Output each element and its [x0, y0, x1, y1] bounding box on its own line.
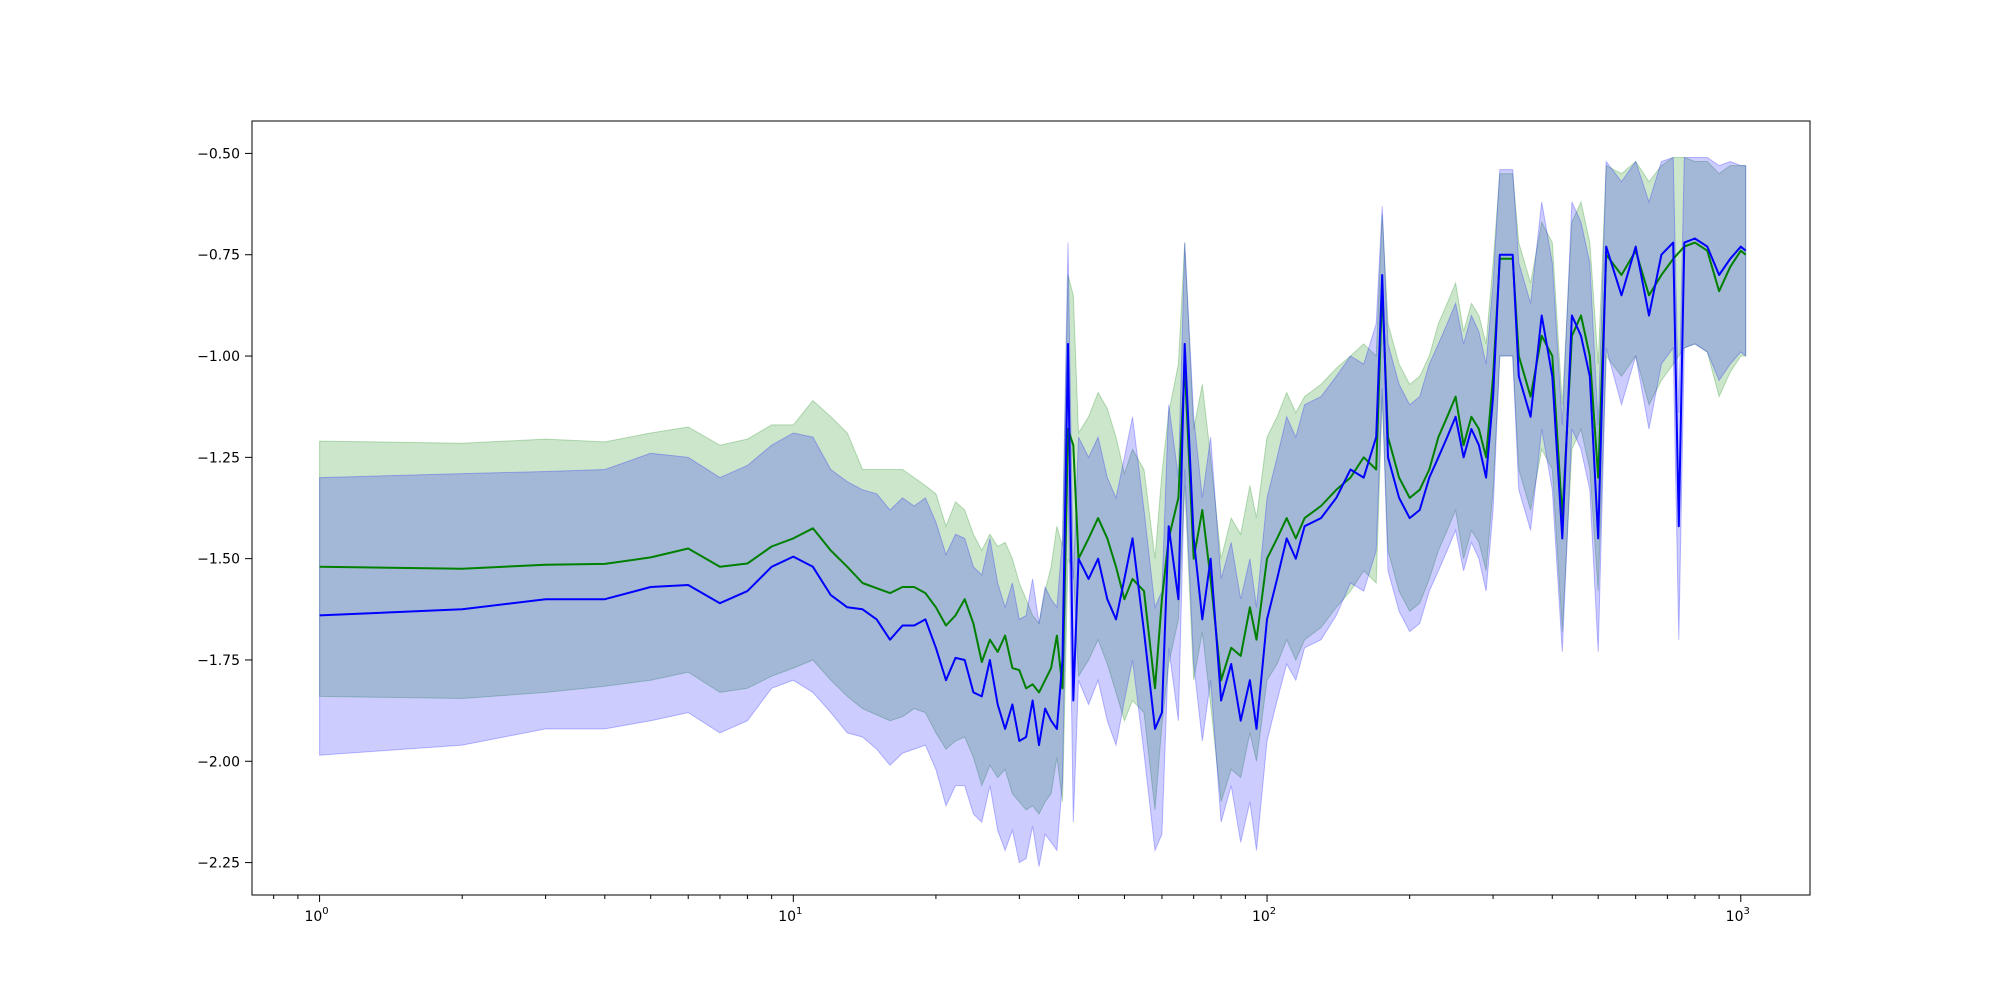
confidence-bands	[319, 156, 1747, 867]
x-axis: 100 101 102 103	[273, 895, 1750, 925]
series-lines	[319, 237, 1747, 747]
y-tick-label: −2.00	[197, 754, 240, 770]
x-tick-label: 100	[304, 906, 328, 925]
plot-frame	[251, 120, 1811, 896]
x-tick-label: 102	[1252, 906, 1276, 925]
y-tick-label: −2.25	[197, 856, 240, 872]
y-tick-label: −1.25	[197, 450, 240, 466]
y-tick-label: −1.00	[197, 349, 240, 365]
series-1-band	[319, 156, 1747, 867]
y-axis: −0.50 −0.75 −1.00 −1.25 −1.50 −1.75 −2.00 −2.25	[197, 146, 252, 872]
series-0-line	[319, 241, 1747, 694]
y-tick-label: −1.50	[197, 552, 240, 568]
series-0-band	[319, 157, 1747, 815]
x-tick-label: 103	[1726, 906, 1750, 925]
y-tick-label: −1.75	[197, 653, 240, 669]
series-1-line	[319, 237, 1747, 747]
x-tick-label: 101	[778, 906, 802, 925]
y-tick-label: −0.50	[197, 146, 240, 162]
y-tick-label: −0.75	[197, 248, 240, 264]
